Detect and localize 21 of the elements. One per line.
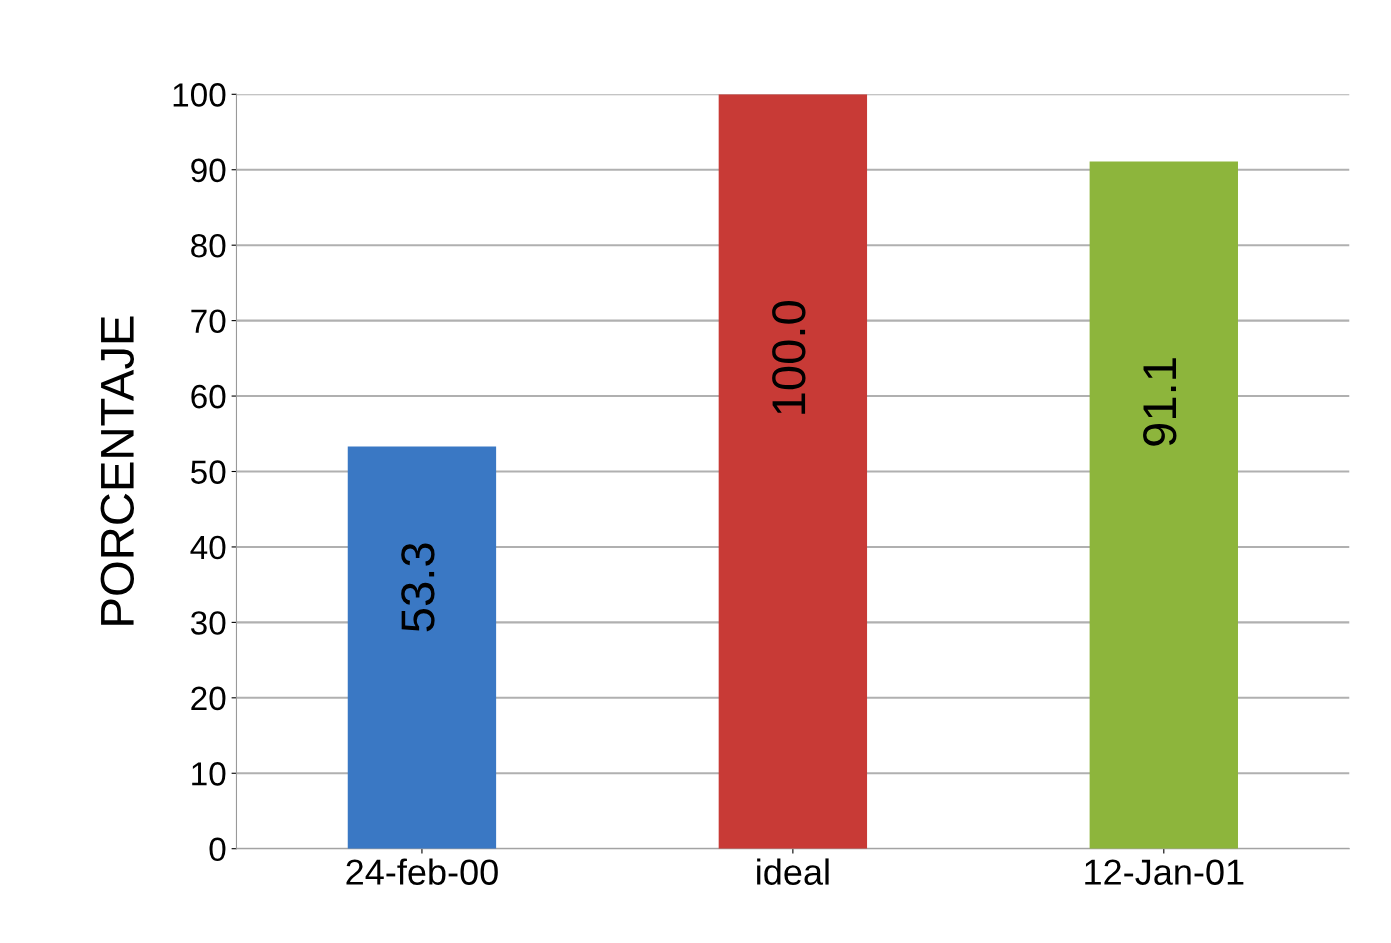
y-tick-label: 0	[209, 837, 226, 862]
data-label: 91.1	[1143, 358, 1177, 446]
y-tick-label: 90	[191, 158, 226, 183]
data-label: 53.3	[401, 543, 435, 632]
x-tick-label: 12-Jan-01	[1085, 859, 1244, 885]
y-tick-label: 20	[191, 686, 226, 711]
y-tick-label: 50	[191, 460, 226, 484]
y-tick-label: 10	[192, 762, 226, 786]
bar	[347, 446, 497, 849]
data-label: 100.0	[772, 301, 806, 414]
bar	[1089, 161, 1238, 849]
x-tick-label: ideal	[757, 858, 829, 885]
y-tick-label: 70	[191, 309, 226, 334]
y-tick-label: 80	[191, 233, 226, 258]
bar	[718, 94, 868, 849]
y-tick-label: 40	[190, 535, 226, 560]
y-tick-label: 30	[190, 611, 226, 635]
y-tick-label: 60	[191, 384, 226, 409]
x-tick-label: 24-feb-00	[346, 858, 498, 885]
y-axis-title: PORCENTAJE	[100, 316, 135, 625]
y-tick-label: 100	[173, 83, 226, 107]
